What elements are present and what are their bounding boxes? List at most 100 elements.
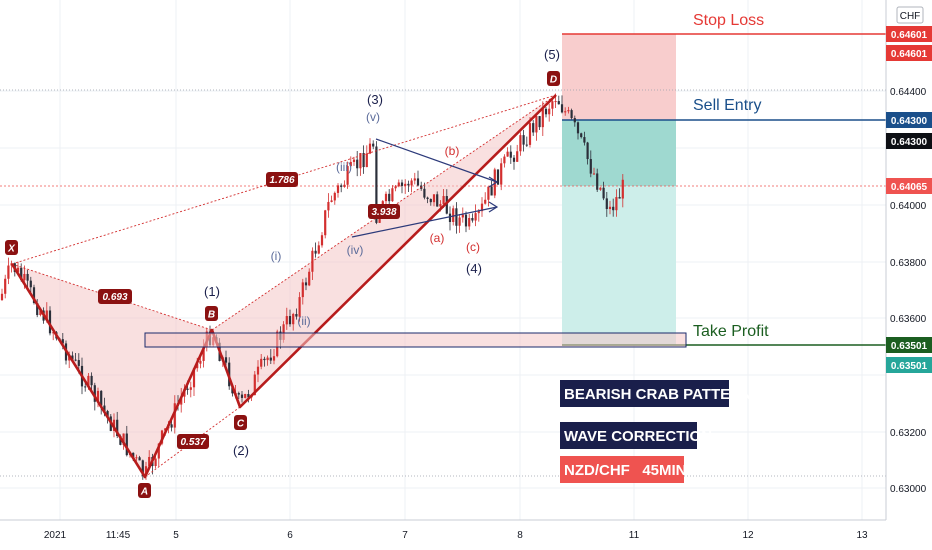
candle-body-172 <box>551 101 554 109</box>
candle-body-92 <box>295 314 298 317</box>
candle-body-111 <box>356 159 359 169</box>
candle-body-5 <box>16 267 20 272</box>
wave-3-label: (3) <box>367 92 383 107</box>
candle-body-70 <box>224 357 228 363</box>
candle-body-147 <box>471 217 474 221</box>
x-tick-1145: 11:45 <box>106 530 131 541</box>
candle-body-189 <box>605 198 608 210</box>
svg-text:0.64601: 0.64601 <box>891 49 928 60</box>
wave-4-label: (4) <box>466 261 482 276</box>
candle-body-0 <box>0 293 4 300</box>
candle-body-82 <box>263 358 266 361</box>
y-tick-064000: 0.64000 <box>890 201 927 212</box>
entry-price-tag: 0.64300 0.64300 <box>886 112 932 149</box>
candle-body-180 <box>576 122 580 134</box>
candle-body-102 <box>327 201 330 211</box>
candle-body-193 <box>618 197 621 199</box>
candle-body-11 <box>36 303 39 316</box>
candle-body-179 <box>573 118 576 123</box>
candle-body-23 <box>74 359 77 361</box>
currency-badge[interactable]: CHF <box>896 6 924 24</box>
candle-body-177 <box>567 110 570 112</box>
candle-body-53 <box>170 424 173 428</box>
candle-body-1 <box>4 278 7 294</box>
candle-body-103 <box>330 200 333 202</box>
svg-text:CHF: CHF <box>900 11 921 22</box>
point-c-label: C <box>237 419 245 430</box>
y-tick-063000: 0.63000 <box>890 484 927 495</box>
candle-body-108 <box>346 166 349 185</box>
candle-body-145 <box>464 214 468 227</box>
x-tick-8: 8 <box>517 530 523 541</box>
x-tick-6: 6 <box>287 530 293 541</box>
stop-price-tag: 0.64601 0.64601 <box>886 26 932 61</box>
candle-body-63 <box>202 347 205 361</box>
svg-text:1.786: 1.786 <box>269 175 294 186</box>
wave-i-label: (i) <box>271 249 282 263</box>
wave-2-label: (2) <box>233 443 249 458</box>
candle-body-144 <box>461 214 464 218</box>
candle-body-19 <box>61 339 64 344</box>
candle-body-140 <box>448 213 452 222</box>
candle-body-194 <box>621 179 624 199</box>
candle-body-7 <box>23 273 26 281</box>
point-c: C <box>234 415 247 430</box>
candle-body-190 <box>608 206 612 210</box>
y-tick-064400: 0.64400 <box>890 87 927 98</box>
candle-body-167 <box>535 116 538 133</box>
tp-price-tag: 0.63501 0.63501 <box>886 337 932 373</box>
candle-body-117 <box>375 146 378 223</box>
candle-body-60 <box>192 368 196 388</box>
candle-body-174 <box>557 101 560 105</box>
wave-title-box: WAVE CORRECTION <box>560 422 712 449</box>
point-a-label: A <box>140 487 148 498</box>
candle-body-161 <box>516 151 519 162</box>
wave-5-label: (5) <box>544 47 560 62</box>
candle-body-32 <box>103 405 106 412</box>
candle-body-105 <box>336 185 340 193</box>
candle-body-157 <box>503 156 506 164</box>
candle-body-9 <box>29 280 32 288</box>
candle-body-26 <box>84 386 87 388</box>
svg-text:0.693: 0.693 <box>102 292 127 303</box>
candle-body-10 <box>32 287 36 304</box>
candle-body-42 <box>135 457 138 459</box>
candle-body-104 <box>333 192 336 201</box>
candle-body-14 <box>45 310 48 321</box>
candle-body-134 <box>429 198 432 203</box>
sell-entry-label: Sell Entry <box>693 97 761 114</box>
candle-body-91 <box>292 314 295 325</box>
candle-body-126 <box>404 183 407 186</box>
take-profit-label: Take Profit <box>693 323 769 340</box>
candle-body-150 <box>480 203 484 212</box>
point-x: X <box>5 240 18 255</box>
candle-body-159 <box>509 151 512 158</box>
current-price-tag: 0.64065 <box>886 178 932 194</box>
symbol-title-box: NZD/CHF 45MIN <box>560 456 687 483</box>
candle-body-101 <box>324 210 327 236</box>
candle-body-29 <box>93 385 96 402</box>
candle-body-121 <box>388 193 391 202</box>
candle-body-114 <box>365 153 368 168</box>
candle-body-33 <box>106 411 109 417</box>
candle-body-24 <box>77 360 80 366</box>
candle-body-81 <box>260 358 263 367</box>
candle-body-110 <box>352 159 356 162</box>
candle-body-116 <box>372 143 375 147</box>
harmonic-pattern-legs <box>10 94 557 479</box>
wave-ii-label: (ii) <box>297 314 310 328</box>
candle-body-37 <box>119 436 122 445</box>
candle-body-113 <box>362 153 365 168</box>
candle-body-173 <box>554 101 557 103</box>
svg-text:3.938: 3.938 <box>371 207 396 218</box>
wave-c-label: (c) <box>466 240 480 254</box>
candle-body-165 <box>528 123 532 145</box>
candle-body-176 <box>564 111 567 113</box>
point-x-label: X <box>7 244 16 255</box>
candle-body-51 <box>164 428 167 431</box>
wave-v-label: (v) <box>366 110 380 124</box>
candle-body-169 <box>541 108 544 128</box>
wave-b-label: (b) <box>445 144 460 158</box>
candle-body-143 <box>458 217 461 226</box>
